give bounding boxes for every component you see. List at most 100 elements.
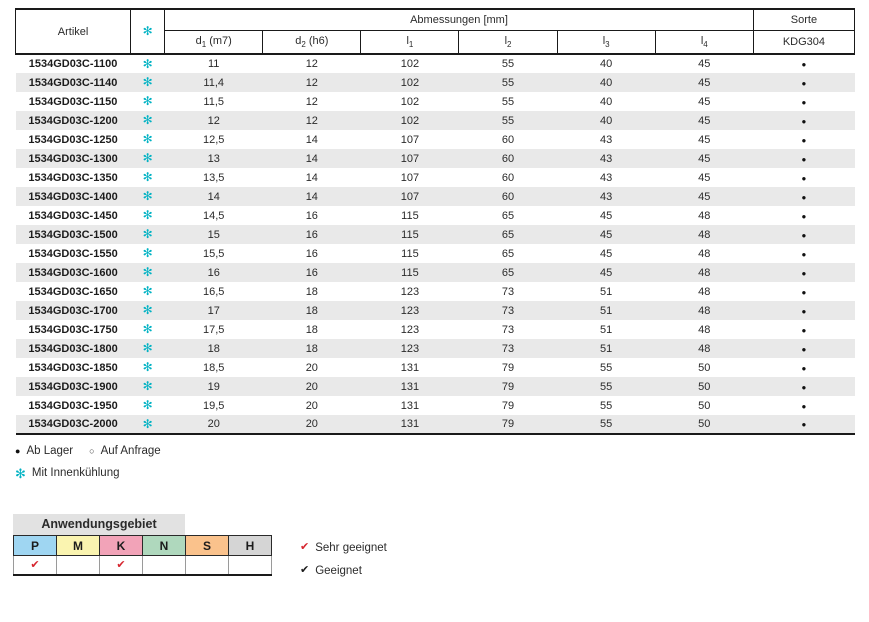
dim-value-cell: 60 <box>501 152 515 165</box>
article-number-cell: 1534GD03C-1150 <box>28 95 118 108</box>
table-row: 1534GD03C-1250 ✻ 12,5 14 107 60 43 45 ● <box>16 130 855 149</box>
application-column-h: H <box>228 535 272 556</box>
stock-legend-ab-lager: ● Ab Lager <box>15 445 73 457</box>
dim-value-cell: 102 <box>400 76 420 89</box>
dim-value-cell: 14 <box>207 190 220 203</box>
column-header-sorte: Sorte <box>752 8 856 31</box>
stock-filled-dot-icon: ● <box>801 211 807 221</box>
dim-value-cell: 60 <box>501 133 515 146</box>
table-row: 1534GD03C-1150 ✻ 11,5 12 102 55 40 45 ● <box>16 92 855 111</box>
dim-value-cell: 73 <box>501 304 515 317</box>
dim-value-cell: 45 <box>698 76 711 89</box>
cooling-cell: ✻ <box>131 73 165 92</box>
stock-cell: ● <box>753 187 854 206</box>
cooling-cell: ✻ <box>131 339 165 358</box>
cooling-cell: ✻ <box>131 92 165 111</box>
dim-value-cell: 107 <box>400 133 420 146</box>
stock-cell: ● <box>753 282 854 301</box>
stock-cell: ● <box>753 168 854 187</box>
dim-value-cell: 11,5 <box>203 95 224 108</box>
dim-value-cell: 14 <box>305 171 318 184</box>
dim-value-cell: 14 <box>305 133 318 146</box>
table-row: 1534GD03C-1800 ✻ 18 18 123 73 51 48 ● <box>15 339 855 358</box>
cooling-icon: ✻ <box>142 94 153 108</box>
stock-filled-dot-icon: ● <box>801 249 807 259</box>
cooling-icon: ✻ <box>142 132 153 146</box>
cooling-icon: ✻ <box>142 246 153 260</box>
table-row: 1534GD03C-1350 ✻ 13,5 14 107 60 43 45 ● <box>16 168 855 187</box>
dim-value-cell: 115 <box>401 247 419 260</box>
column-header-cooling: ✻ <box>130 8 166 55</box>
article-number-cell: 1534GD03C-1600 <box>28 266 118 279</box>
cooling-cell: ✻ <box>131 415 165 434</box>
cooling-cell: ✻ <box>131 130 165 149</box>
dim-value-cell: 45 <box>698 58 711 70</box>
dim-value-cell: 65 <box>501 228 515 241</box>
dim-value-cell: 48 <box>698 285 711 298</box>
dim-value-cell: 131 <box>400 418 420 430</box>
dim-value-cell: 45 <box>600 247 613 260</box>
table-row: 1534GD03C-1100 ✻ 11 12 102 55 40 45 ● <box>16 54 855 73</box>
cooling-cell: ✻ <box>131 396 165 415</box>
application-check-cell: ✔ <box>13 555 57 575</box>
dim-column-header: l4 <box>654 29 754 55</box>
stock-cell: ● <box>753 358 854 377</box>
stock-filled-dot-icon: ● <box>801 154 807 164</box>
application-check-row: ✔ ✔ <box>13 555 272 575</box>
dim-value-cell: 123 <box>400 342 420 355</box>
stock-cell: ● <box>753 92 854 111</box>
stock-cell: ● <box>753 225 854 244</box>
dim-value-cell: 115 <box>401 266 419 279</box>
dim-value-cell: 55 <box>501 76 515 89</box>
stock-legend-auf-anfrage: ○ Auf Anfrage <box>89 445 161 457</box>
table-row: 1534GD03C-1200 ✻ 12 12 102 55 40 45 ● <box>15 111 855 130</box>
article-number-cell: 1534GD03C-1950 <box>28 399 118 412</box>
dim-value-cell: 131 <box>400 361 420 374</box>
dim-value-cell: 40 <box>600 114 613 127</box>
dim-value-cell: 79 <box>501 380 515 393</box>
dim-value-cell: 48 <box>698 209 711 222</box>
stock-cell: ● <box>753 415 854 434</box>
dim-value-cell: 45 <box>600 266 613 279</box>
dim-value-cell: 51 <box>600 304 613 317</box>
table-row: 1534GD03C-1140 ✻ 11,4 12 102 55 40 45 ● <box>15 73 855 92</box>
table-row: 1534GD03C-1750 ✻ 17,5 18 123 73 51 48 ● <box>16 320 855 339</box>
application-empty-cell <box>142 555 186 575</box>
dim-value-cell: 107 <box>400 190 420 203</box>
stock-filled-dot-icon: ● <box>801 306 807 316</box>
legend-label: Sehr geeignet <box>315 541 387 554</box>
dim-value-cell: 18 <box>305 323 318 336</box>
cooling-icon: ✻ <box>142 284 153 298</box>
cooling-icon: ✻ <box>142 341 153 355</box>
dim-value-cell: 55 <box>600 380 613 393</box>
dim-value-cell: 79 <box>501 418 515 430</box>
stock-cell: ● <box>753 149 854 168</box>
dim-value-cell: 45 <box>600 209 613 222</box>
stock-cell: ● <box>753 130 854 149</box>
article-number-cell: 1534GD03C-1900 <box>28 380 118 393</box>
dim-value-cell: 16 <box>305 266 318 279</box>
dim-value-cell: 73 <box>501 342 515 355</box>
dim-value-cell: 50 <box>698 399 711 412</box>
cooling-icon: ✻ <box>142 56 153 71</box>
application-column-p: P <box>13 535 57 556</box>
dim-value-cell: 55 <box>501 95 515 108</box>
table-row: 1534GD03C-1550 ✻ 15,5 16 115 65 45 48 ● <box>16 244 855 263</box>
stock-cell: ● <box>753 111 854 130</box>
cooling-column-icon: ✻ <box>142 24 153 38</box>
dim-value-cell: 51 <box>600 285 613 298</box>
cooling-cell: ✻ <box>131 54 165 73</box>
table-row: 1534GD03C-1950 ✻ 19,5 20 131 79 55 50 ● <box>16 396 855 415</box>
cooling-cell: ✻ <box>131 244 165 263</box>
dim-value-cell: 45 <box>600 228 613 241</box>
dim-value-cell: 12 <box>207 114 220 127</box>
dim-value-cell: 55 <box>600 418 613 430</box>
article-number-cell: 1534GD03C-1800 <box>28 342 118 355</box>
application-column-n: N <box>142 535 186 556</box>
dim-value-cell: 18 <box>305 342 318 355</box>
cooling-icon: ✻ <box>142 303 153 317</box>
cooling-icon: ✻ <box>142 416 153 431</box>
column-header-artikel: Artikel <box>14 8 132 55</box>
table-row: 1534GD03C-1500 ✻ 15 16 115 65 45 48 ● <box>15 225 855 244</box>
